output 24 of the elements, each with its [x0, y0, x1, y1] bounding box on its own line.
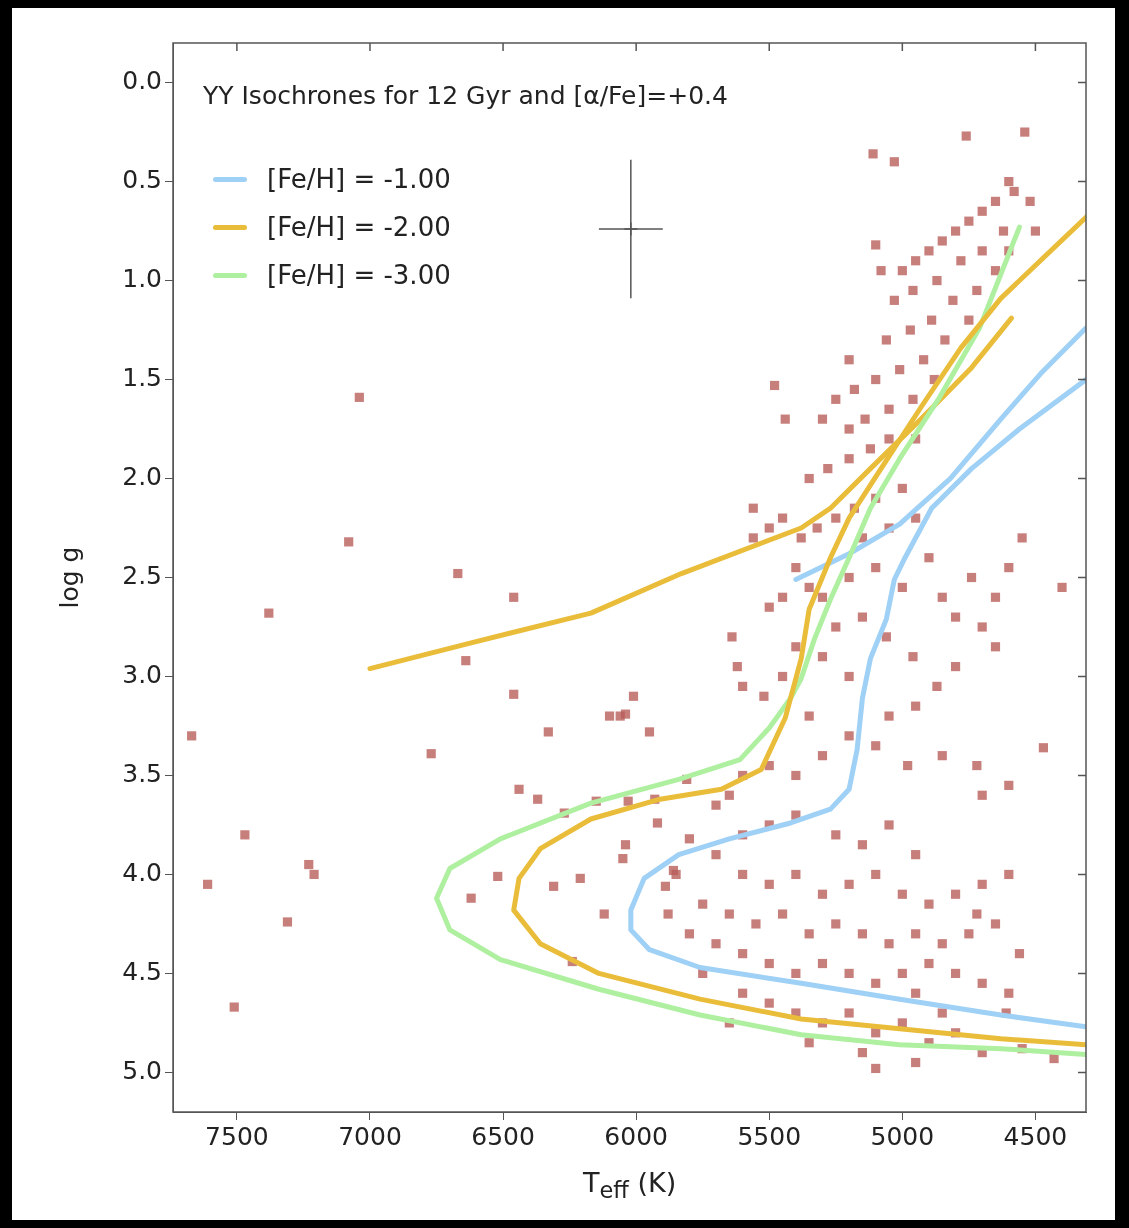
y-tick-label: 5.0 — [122, 1055, 162, 1085]
x-tick-label: 4500 — [1003, 1121, 1068, 1151]
y-tick-label: 1.5 — [122, 363, 162, 393]
y-tick-label: 0.0 — [122, 66, 162, 96]
y-tick-label: 2.0 — [122, 462, 162, 492]
y-tick-label: 4.0 — [122, 857, 162, 887]
x-tick-label: 6500 — [471, 1121, 535, 1151]
x-tick-label: 7500 — [205, 1121, 269, 1151]
y-tick-label: 4.5 — [122, 956, 162, 986]
y-axis-title: log g — [55, 546, 85, 609]
y-tick-label: 2.5 — [122, 561, 162, 590]
y-tick-label: 0.5 — [122, 165, 162, 195]
legend-label: [Fe/H] = -1.00 — [267, 164, 451, 194]
x-tick-label: 6000 — [604, 1121, 668, 1151]
text: YY Isochrones for 12 Gyr and [α/Fe]=+0.4 — [203, 81, 728, 110]
y-tick-label: 3.0 — [122, 659, 162, 689]
y-tick-label: 1.0 — [122, 264, 162, 294]
x-tick-label: 5500 — [737, 1121, 802, 1151]
legend-label: [Fe/H] = -3.00 — [267, 260, 451, 290]
legend-label: [Fe/H] = -2.00 — [267, 212, 451, 242]
x-axis-title: T$_{eff}$ (K) — [583, 1167, 677, 1204]
x-tick-label: 5000 — [870, 1121, 935, 1151]
x-tick-label: 7000 — [338, 1121, 402, 1151]
y-tick-label: 3.5 — [122, 758, 162, 788]
